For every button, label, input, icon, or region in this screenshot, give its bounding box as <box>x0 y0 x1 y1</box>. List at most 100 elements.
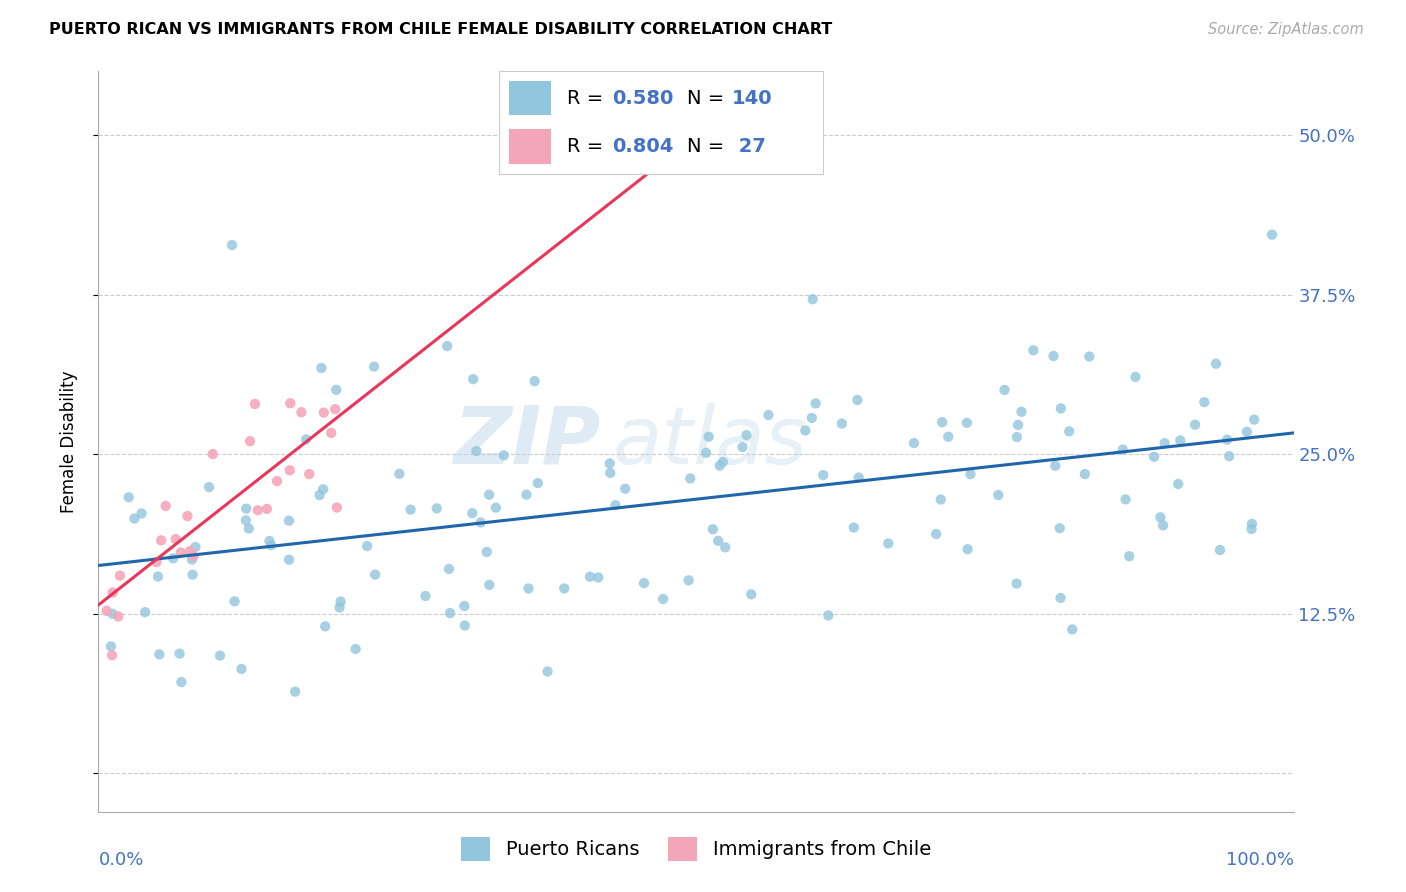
Point <box>224 594 246 608</box>
Point <box>235 513 257 527</box>
Legend: Puerto Ricans, Immigrants from Chile: Puerto Ricans, Immigrants from Chile <box>453 830 939 869</box>
Text: 0.0%: 0.0% <box>98 851 143 869</box>
Point <box>155 499 177 513</box>
Point <box>1168 434 1191 448</box>
Point <box>235 501 257 516</box>
Text: 100.0%: 100.0% <box>1226 851 1294 869</box>
Point <box>239 434 262 449</box>
Point <box>246 503 269 517</box>
Point <box>711 455 734 469</box>
Point <box>1005 430 1028 444</box>
Point <box>553 582 575 596</box>
Text: 140: 140 <box>733 88 772 108</box>
Point <box>388 467 411 481</box>
Text: 0.580: 0.580 <box>613 88 673 108</box>
Point <box>707 533 730 548</box>
Point <box>96 604 118 618</box>
Point <box>1074 467 1097 481</box>
Point <box>356 539 378 553</box>
Point <box>323 402 346 417</box>
Point <box>993 383 1015 397</box>
Point <box>478 488 501 502</box>
Point <box>179 544 201 558</box>
Bar <box>509 80 551 115</box>
Point <box>278 396 301 410</box>
Point <box>312 482 335 496</box>
Point <box>731 440 754 454</box>
Point <box>162 551 184 566</box>
Point <box>169 647 191 661</box>
Point <box>599 466 621 480</box>
Point <box>238 522 260 536</box>
Point <box>1011 405 1033 419</box>
Point <box>1057 425 1080 439</box>
Point <box>266 474 288 488</box>
Point <box>183 549 205 563</box>
Point <box>461 506 484 520</box>
Text: N =: N = <box>686 136 730 156</box>
Point <box>107 609 129 624</box>
Point <box>527 476 550 491</box>
Point <box>463 372 485 386</box>
Point <box>1149 510 1171 524</box>
Point <box>536 665 558 679</box>
Text: R =: R = <box>567 136 610 156</box>
Point <box>758 408 780 422</box>
Point <box>1045 458 1067 473</box>
Point <box>936 430 959 444</box>
Point <box>1261 227 1284 242</box>
Point <box>278 463 301 477</box>
Point <box>312 406 335 420</box>
Point <box>740 587 762 601</box>
Point <box>714 541 737 555</box>
Point <box>987 488 1010 502</box>
Point <box>817 608 839 623</box>
Point <box>801 292 824 306</box>
Text: N =: N = <box>686 88 730 108</box>
Point <box>1240 516 1263 531</box>
Point <box>1216 433 1239 447</box>
Point <box>492 448 515 462</box>
Point <box>344 642 367 657</box>
Point <box>298 467 321 481</box>
Point <box>1049 521 1071 535</box>
Bar <box>509 128 551 163</box>
Point <box>599 457 621 471</box>
Point <box>439 606 461 620</box>
Point <box>877 536 900 550</box>
Point <box>1115 492 1137 507</box>
Point <box>363 359 385 374</box>
Point <box>1125 370 1147 384</box>
Point <box>1152 518 1174 533</box>
Point <box>321 425 343 440</box>
Text: 0.804: 0.804 <box>613 136 673 156</box>
Point <box>131 507 153 521</box>
Point <box>145 555 167 569</box>
Point <box>678 574 700 588</box>
Point <box>735 428 758 442</box>
Point <box>515 488 537 502</box>
Point <box>437 562 460 576</box>
Point <box>1005 576 1028 591</box>
Point <box>1236 425 1258 439</box>
Point <box>1167 477 1189 491</box>
Point <box>181 552 204 566</box>
Point <box>485 500 508 515</box>
Point <box>176 509 198 524</box>
Point <box>614 482 637 496</box>
Point <box>1209 543 1232 558</box>
Point <box>800 411 823 425</box>
Point <box>1007 417 1029 432</box>
Point <box>426 501 449 516</box>
Point <box>579 570 602 584</box>
Point <box>925 527 948 541</box>
Point <box>198 480 221 494</box>
Point <box>1118 549 1140 564</box>
Point <box>709 458 731 473</box>
Point <box>1143 450 1166 464</box>
Point <box>325 383 347 397</box>
Point <box>170 545 193 559</box>
Point <box>101 585 124 599</box>
Point <box>311 361 333 376</box>
Point <box>231 662 253 676</box>
